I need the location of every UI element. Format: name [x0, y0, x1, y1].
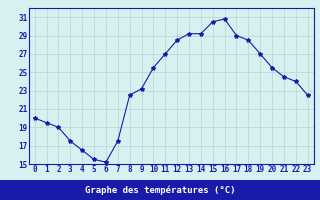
Text: Graphe des températures (°C): Graphe des températures (°C)	[85, 185, 235, 195]
